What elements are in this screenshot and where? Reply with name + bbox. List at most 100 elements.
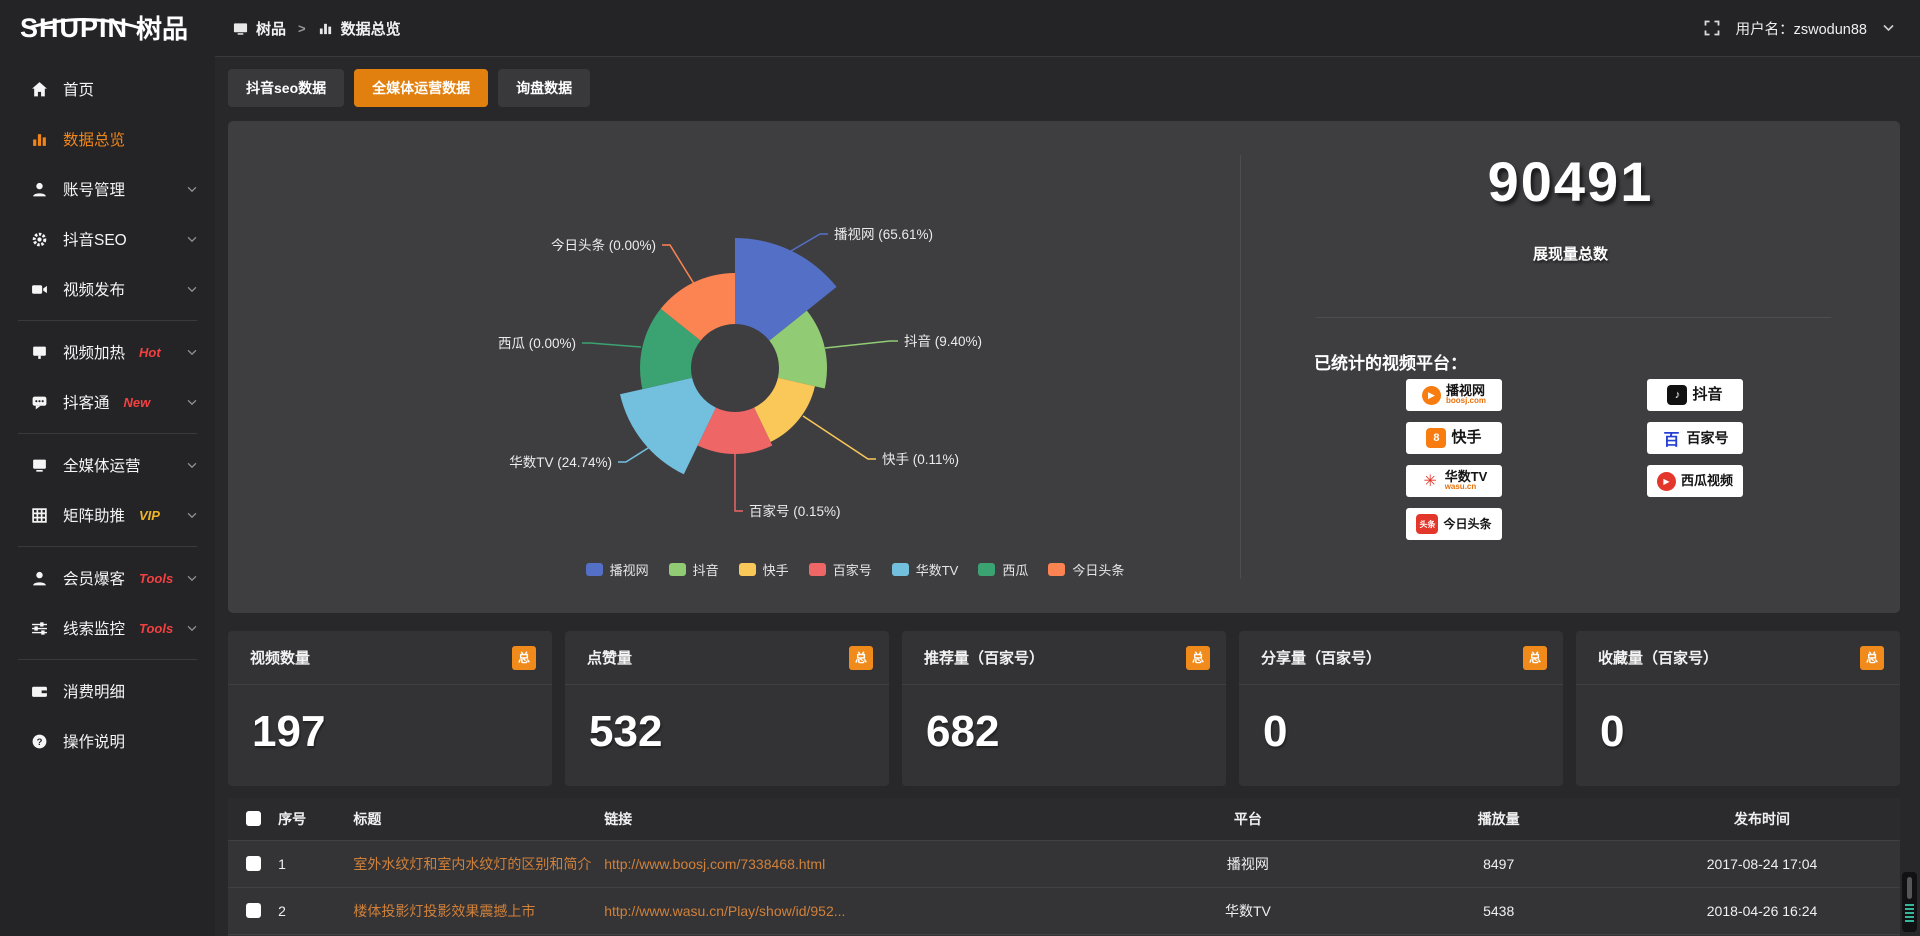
table-row-partial [228, 934, 1900, 936]
pie-slice-wasutv[interactable] [620, 377, 716, 475]
pie-label-douyin: 抖音 (9.40%) [904, 333, 982, 349]
row-checkbox[interactable] [245, 856, 261, 871]
legend-item[interactable]: 今日头条 [1048, 560, 1124, 579]
sidebar-divider [18, 433, 197, 434]
platform-badge-xigua: ▶ 西瓜视频 [1647, 465, 1743, 497]
sidebar-item-omnimedia[interactable]: 全媒体运营 [0, 440, 215, 490]
chevron-down-icon [187, 280, 197, 298]
sidebar-item-douyin-seo[interactable]: 抖音SEO [0, 214, 215, 264]
sidebar-item-home[interactable]: 首页 [0, 64, 215, 114]
table-row: 1 室外水纹灯和室内水纹灯的区别和简介 http://www.boosj.com… [228, 840, 1900, 888]
monitor-icon [30, 344, 48, 361]
stat-card-video-count: 视频数量总 197 [228, 631, 552, 786]
cell-index: 2 [278, 887, 354, 935]
chevron-down-icon [187, 180, 197, 198]
toutiao-logo-icon: 头条 [1416, 514, 1439, 534]
impressions-total-value: 90491 [1487, 150, 1654, 213]
callout-line-douyin [824, 340, 898, 349]
pie-slice-boshiwang[interactable] [735, 238, 837, 341]
pie-label-toutiao: 今日头条 (0.00%) [551, 237, 656, 253]
stat-value: 0 [1263, 707, 1288, 756]
callout-line-boshiwang [790, 233, 828, 252]
table-header-row: 序号 标题 链接 平台 播放量 发布时间 [228, 798, 1900, 841]
wallet-icon [30, 683, 48, 700]
stat-card-recommends: 推荐量（百家号）总 682 [902, 631, 1226, 786]
video-title-link[interactable]: 楼体投影灯投影效果震撼上市 [353, 902, 536, 919]
scroll-widget[interactable] [1902, 872, 1917, 932]
breadcrumb-home[interactable]: 树品 [256, 20, 287, 38]
callout-line-kuaishou [802, 415, 876, 460]
topbar-right: 用户名：zswodun88 [1704, 18, 1920, 39]
row-checkbox[interactable] [245, 903, 261, 918]
col-publish-time: 发布时间 [1624, 798, 1900, 841]
gear-icon [30, 231, 48, 248]
tabs-row: 抖音seo数据 全媒体运营数据 询盘数据 [228, 69, 1900, 107]
legend-item[interactable]: 华数TV [891, 560, 958, 579]
legend-item[interactable]: 百家号 [808, 560, 872, 579]
sidebar-item-video-heat[interactable]: 视频加热 Hot [0, 327, 215, 377]
pie-label-boshiwang: 播视网 (65.61%) [834, 227, 933, 242]
legend-item[interactable]: 播视网 [585, 560, 649, 579]
stat-value: 682 [926, 707, 1000, 756]
logo-text-cn: 树品 [136, 13, 189, 44]
sidebar-item-video-publish[interactable]: 视频发布 [0, 264, 215, 314]
tab-douyin-seo-data[interactable]: 抖音seo数据 [228, 69, 345, 107]
cell-plays: 5438 [1373, 887, 1625, 935]
chevron-down-icon[interactable] [1883, 24, 1894, 32]
videos-table: 序号 标题 链接 平台 播放量 发布时间 1 室外水纹灯和室内水纹灯的区别和简介… [228, 798, 1900, 936]
tools-badge: Tools [139, 570, 174, 586]
pie-slice-douyin[interactable] [769, 310, 828, 389]
username-label[interactable]: 用户名：zswodun88 [1735, 21, 1867, 38]
video-camera-icon [30, 281, 48, 298]
tab-inquiry-data[interactable]: 询盘数据 [498, 69, 591, 107]
total-badge: 总 [1186, 645, 1210, 670]
legend-item[interactable]: 西瓜 [978, 560, 1028, 579]
sidebar-item-douketong[interactable]: 抖客通 New [0, 377, 215, 427]
stat-cards-row: 视频数量总 197 点赞量总 532 推荐量（百家号）总 682 分享量（百家号… [228, 631, 1900, 786]
scrollbar-thumb[interactable] [1907, 877, 1912, 899]
select-all-checkbox[interactable] [245, 811, 261, 827]
logo-arc-icon [27, 17, 141, 29]
summary-panel: 90491 展现量总数 已统计的视频平台： ▶ 播视网 boosj.com ♪ 抖… [1241, 121, 1900, 613]
cell-publish-time: 2018-04-26 16:24 [1624, 887, 1900, 935]
legend-item[interactable]: 抖音 [668, 560, 719, 579]
sidebar-item-member-baoke[interactable]: 会员爆客 Tools [0, 553, 215, 603]
sidebar-item-account[interactable]: 账号管理 [0, 164, 215, 214]
tools-badge: Tools [139, 620, 174, 636]
chevron-down-icon [187, 230, 197, 248]
sidebar-item-spending-detail[interactable]: 消费明细 [0, 666, 215, 716]
sidebar-item-lead-monitor[interactable]: 线索监控 Tools [0, 603, 215, 653]
boosj-logo-icon: ▶ [1421, 385, 1441, 405]
baijiahao-logo-icon: 百 [1661, 428, 1682, 449]
col-index: 序号 [278, 798, 354, 841]
bar-chart-icon [318, 21, 333, 36]
sidebar-item-matrix-boost[interactable]: 矩阵助推 VIP [0, 490, 215, 540]
pie-label-wasutv: 华数TV (24.74%) [509, 455, 612, 470]
platform-badges: ▶ 播视网 boosj.com ♪ 抖音 8 快手 百 百家号 [1406, 379, 1743, 540]
col-title: 标题 [353, 798, 605, 841]
panel-vertical-divider [1240, 155, 1241, 579]
col-platform: 平台 [1122, 798, 1374, 841]
fullscreen-icon[interactable] [1704, 20, 1720, 36]
sidebar-item-help[interactable]: ? 操作说明 [0, 716, 215, 766]
pie-slice-kuaishou[interactable] [754, 377, 815, 442]
chevron-down-icon [187, 619, 197, 637]
video-title-link[interactable]: 室外水纹灯和室内水纹灯的区别和简介 [353, 855, 592, 872]
pie-slice-baijiahao[interactable] [697, 407, 773, 455]
breadcrumb-separator: > [298, 20, 306, 36]
breadcrumb-current[interactable]: 数据总览 [340, 20, 401, 38]
video-url-link[interactable]: http://www.wasu.cn/Play/show/id/952... [604, 902, 846, 919]
callout-line-wasutv [618, 442, 657, 463]
pie-slice-toutiao[interactable] [660, 273, 735, 341]
pie-label-kuaishou: 快手 (0.11%) [882, 452, 959, 467]
cell-platform: 华数TV [1122, 887, 1374, 935]
chevron-down-icon [187, 343, 197, 361]
pie-slice-xigua[interactable] [640, 308, 701, 390]
tab-omnimedia-data[interactable]: 全媒体运营数据 [354, 69, 489, 107]
sidebar-item-data-overview[interactable]: 数据总览 [0, 114, 215, 164]
video-url-link[interactable]: http://www.boosj.com/7338468.html [604, 855, 826, 872]
sidebar-divider [18, 320, 197, 321]
monitor-icon [233, 21, 248, 36]
legend-item[interactable]: 快手 [738, 560, 789, 579]
